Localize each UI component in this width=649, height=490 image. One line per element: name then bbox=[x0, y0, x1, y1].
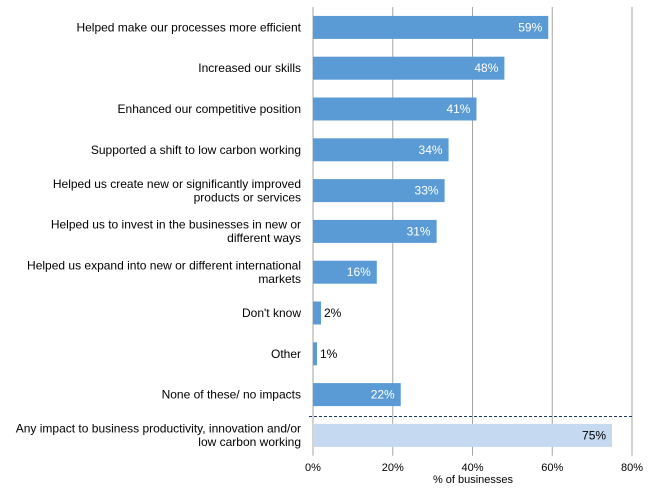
bar bbox=[313, 342, 317, 366]
category-label: Helped us create new or significantly im… bbox=[53, 177, 301, 205]
summary-data-label: 75% bbox=[582, 428, 606, 442]
data-label: 16% bbox=[347, 265, 371, 279]
category-label: Supported a shift to low carbon working bbox=[91, 143, 301, 157]
x-tick-labels: 0% 20% 40% 60% 80% bbox=[305, 462, 643, 474]
data-label: 34% bbox=[419, 143, 443, 157]
category-label: Enhanced our competitive position bbox=[118, 102, 301, 116]
x-tick-label: 40% bbox=[461, 462, 483, 474]
data-label: 1% bbox=[320, 347, 338, 361]
data-label: 41% bbox=[446, 102, 470, 116]
summary-bar bbox=[313, 423, 613, 447]
data-label: 48% bbox=[474, 61, 498, 75]
data-label: 59% bbox=[518, 20, 542, 34]
summary-category-label: Any impact to business productivity, inn… bbox=[16, 422, 301, 450]
x-tick-label: 20% bbox=[382, 462, 404, 474]
data-label: 33% bbox=[415, 184, 439, 198]
data-label: 2% bbox=[324, 306, 342, 320]
data-label: 31% bbox=[407, 224, 431, 238]
category-label: Other bbox=[271, 347, 301, 361]
bar bbox=[313, 15, 549, 39]
bar bbox=[313, 97, 477, 121]
bars bbox=[313, 15, 613, 447]
bar bbox=[313, 260, 377, 284]
bar bbox=[313, 383, 401, 407]
x-tick-label: 60% bbox=[541, 462, 563, 474]
bar bbox=[313, 56, 505, 80]
category-label: Don't know bbox=[242, 306, 301, 320]
bar bbox=[313, 138, 449, 162]
x-tick-label: 0% bbox=[305, 462, 321, 474]
x-axis-title: % of businesses bbox=[433, 474, 514, 486]
data-label: 22% bbox=[371, 388, 395, 402]
bar bbox=[313, 179, 445, 203]
x-tick-label: 80% bbox=[621, 462, 643, 474]
category-label: None of these/ no impacts bbox=[162, 388, 301, 402]
value-labels: 59% 48% 41% 34% 33% 31% 16% 2% 1% 22% 75% bbox=[320, 20, 606, 442]
gridlines bbox=[309, 7, 633, 456]
category-label: Increased our skills bbox=[198, 61, 301, 75]
category-label: Helped us expand into new or different i… bbox=[27, 258, 301, 286]
bar bbox=[313, 301, 321, 325]
category-labels: Helped make our processes more efficient… bbox=[16, 20, 302, 449]
category-label: Helped make our processes more efficient bbox=[76, 20, 301, 34]
bar bbox=[313, 219, 437, 243]
category-label: Helped us to invest in the businesses in… bbox=[51, 218, 301, 246]
